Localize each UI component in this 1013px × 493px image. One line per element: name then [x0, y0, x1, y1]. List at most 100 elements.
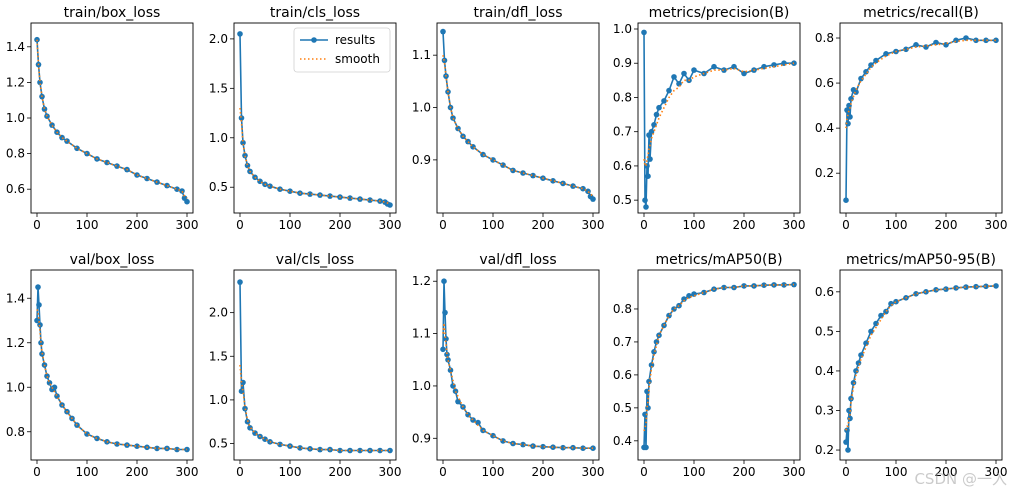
subplot-title: metrics/mAP50-95(B): [846, 252, 996, 268]
results-point: [651, 349, 657, 355]
results-point: [240, 379, 246, 386]
x-tick-label: 200: [126, 218, 149, 232]
subplot-5: metrics/recall(B) 0 100 200 300 0.2 0.4 0.6 0.8: [815, 5, 1008, 232]
subplot-title: val/box_loss: [70, 252, 155, 268]
subplot-1: train/box_loss 0 100 200 300 0.6 0.8 1.0 1.2 1.4: [6, 5, 199, 232]
y-tick-label: 1.2: [412, 274, 431, 288]
results-point: [37, 79, 43, 86]
subplot-10: metrics/mAP50-95(B) 0 100 200 300 0.2 0.3 0.4 0.…: [815, 252, 1008, 479]
results-point: [317, 446, 323, 453]
y-tick-label: 0.8: [6, 147, 25, 161]
x-tick-label: 100: [683, 465, 706, 479]
results-point: [134, 172, 140, 178]
results-point: [174, 446, 180, 453]
results-point: [530, 172, 536, 179]
y-tick-label: 1.5: [209, 349, 228, 363]
axes-frame: [839, 22, 1003, 214]
y-tick-label: 0.4: [815, 121, 834, 135]
y-tick-label: 0.9: [412, 153, 431, 167]
results-point: [653, 339, 660, 345]
results-line: [36, 287, 187, 451]
results-point: [184, 198, 190, 205]
x-tick-label: 200: [329, 465, 352, 479]
results-point: [450, 115, 456, 121]
axes-frame: [637, 269, 801, 461]
y-tick-label: 0.8: [6, 425, 25, 439]
x-tick-label: 0: [640, 218, 648, 232]
results-point: [903, 46, 909, 53]
x-tick-label: 300: [379, 218, 402, 232]
axes-frame: [233, 269, 397, 461]
x-tick-label: 0: [33, 465, 41, 479]
results-point: [49, 122, 55, 128]
y-tick-label: 1.0: [6, 111, 25, 125]
results-point: [873, 57, 879, 64]
results-point: [868, 328, 874, 335]
legend-results-marker: [311, 37, 317, 43]
smooth-line: [36, 309, 187, 451]
y-tick-label: 0.9: [613, 56, 632, 70]
results-point: [570, 183, 576, 189]
results-point: [845, 447, 851, 453]
y-tick-label: 1.0: [209, 393, 228, 407]
results-point: [771, 62, 777, 68]
smooth-line: [239, 108, 391, 205]
results-point: [35, 284, 41, 290]
y-tick-label: 0.6: [613, 159, 632, 173]
results-point: [104, 159, 110, 166]
results-point: [993, 37, 999, 44]
results-point: [585, 188, 591, 195]
results-point: [863, 340, 869, 347]
results-point: [267, 183, 273, 189]
results-point: [846, 407, 852, 414]
results-point: [721, 67, 727, 73]
x-tick-label: 200: [935, 218, 958, 232]
x-tick-label: 200: [532, 465, 555, 479]
y-tick-label: 1.4: [6, 291, 25, 305]
x-tick-label: 100: [76, 218, 99, 232]
results-point: [442, 309, 448, 316]
y-tick-label: 0.6: [815, 76, 834, 90]
x-tick-label: 200: [733, 218, 756, 232]
results-point: [134, 443, 140, 450]
results-point: [500, 162, 506, 168]
results-point: [480, 151, 486, 158]
legend-box: [293, 27, 391, 73]
results-point: [237, 279, 243, 285]
results-line: [643, 283, 795, 448]
results-point: [455, 125, 461, 132]
results-point: [883, 51, 889, 57]
y-tick-label: 0.6: [613, 368, 632, 382]
results-point: [445, 357, 451, 363]
results-point: [237, 31, 243, 37]
x-tick-label: 0: [439, 218, 447, 232]
results-point: [440, 346, 446, 353]
subplot-6: val/box_loss 0 100 200 300 0.8 1.0 1.2 1.4: [6, 252, 199, 479]
results-point: [644, 388, 650, 395]
results-point: [560, 444, 566, 451]
results-point: [963, 35, 969, 41]
smooth-line: [442, 55, 594, 198]
results-point: [844, 427, 850, 434]
results-point: [643, 444, 649, 451]
results-point: [656, 104, 662, 111]
results-point: [973, 37, 979, 44]
smooth-line: [643, 62, 795, 167]
results-line: [36, 39, 188, 203]
results-point: [681, 70, 687, 77]
results-point: [64, 138, 70, 144]
results-point: [490, 432, 496, 439]
watermark-text: CSDN @一入: [914, 470, 1007, 488]
x-tick-label: 0: [640, 465, 648, 479]
results-point: [953, 285, 959, 291]
results-line: [442, 281, 593, 450]
results-point: [550, 178, 556, 184]
results-point: [452, 388, 459, 395]
results-point: [645, 173, 651, 179]
legend-results-label: results: [335, 33, 375, 47]
results-point: [114, 163, 120, 169]
axes-frame: [436, 22, 600, 214]
results-point: [590, 196, 596, 202]
results-point: [643, 204, 649, 210]
results-line: [643, 32, 794, 208]
